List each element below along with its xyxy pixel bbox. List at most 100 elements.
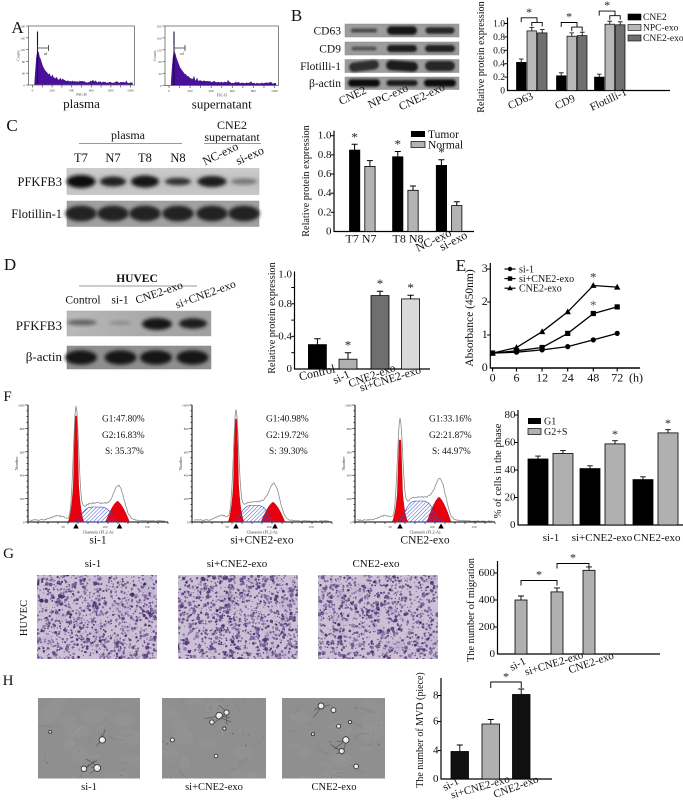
svg-text:0: 0 [23,521,25,525]
svg-text:200: 200 [20,25,25,29]
svg-text:si-1: si-1 [89,535,107,547]
svg-text:PFKFB3: PFKFB3 [16,318,62,333]
svg-text:8: 8 [433,690,439,702]
svg-text:NPC-exo: NPC-exo [643,24,679,34]
svg-text:800: 800 [20,427,25,431]
svg-text:si-1: si-1 [543,532,560,544]
svg-text:si+CNE2-exo: si+CNE2-exo [207,558,268,570]
svg-text:Flotilli-1: Flotilli-1 [300,61,341,73]
svg-text:200: 200 [157,25,162,29]
svg-text:D: D [4,255,16,274]
svg-text:150: 150 [308,525,313,529]
svg-text:Tumor: Tumor [428,129,459,141]
svg-text:200: 200 [188,89,193,93]
svg-text:Counts: Counts [17,50,21,61]
svg-text:20: 20 [505,492,517,504]
svg-text:0: 0 [168,89,170,93]
svg-text:G1:33.16%: G1:33.16% [429,415,472,425]
svg-text:0: 0 [490,648,496,660]
svg-text:2: 2 [482,294,488,308]
svg-text:supernatant: supernatant [204,130,260,144]
svg-text:*: * [612,427,618,441]
svg-text:50: 50 [61,525,65,529]
svg-text:si-1: si-1 [85,558,102,570]
svg-text:0.6: 0.6 [318,168,332,180]
svg-text:80: 80 [22,60,26,64]
svg-text:120: 120 [157,48,162,52]
svg-text:0: 0 [510,519,516,531]
svg-text:0.8: 0.8 [493,33,505,43]
svg-text:600: 600 [20,450,25,454]
svg-text:*: * [665,416,671,430]
svg-text:*: * [503,670,509,684]
svg-text:*: * [536,568,542,582]
svg-text:*: * [345,338,352,353]
svg-text:0: 0 [500,87,505,97]
svg-text:50: 50 [225,525,229,529]
svg-text:HUVEC: HUVEC [116,273,158,285]
svg-text:0.6: 0.6 [493,46,505,56]
svg-text:200: 200 [184,497,189,501]
svg-text:supernatant: supernatant [192,97,252,112]
svg-text:200: 200 [50,89,55,93]
svg-text:CNE2-exo: CNE2-exo [352,558,400,570]
svg-text:*: * [604,0,610,12]
svg-text:CD63: CD63 [506,90,535,112]
svg-text:Relative protein expression: Relative protein expression [476,1,487,112]
svg-text:G2+S: G2+S [544,427,567,438]
svg-text:40: 40 [158,72,162,76]
svg-text:Channels (FL2-A): Channels (FL2-A) [410,530,441,535]
svg-text:160: 160 [157,36,162,40]
svg-text:0: 0 [187,521,189,525]
svg-text:Channels (FL2-A): Channels (FL2-A) [247,530,278,535]
svg-text:plasma: plasma [63,96,100,111]
svg-text:G1: G1 [544,417,556,428]
svg-text:0.8: 0.8 [278,298,292,310]
svg-text:200: 200 [347,497,352,501]
svg-text:160: 160 [20,36,25,40]
svg-text:si+CNE2-exo: si+CNE2-exo [572,532,633,544]
svg-text:CNE2-exo: CNE2-exo [400,535,449,547]
svg-text:G: G [3,546,14,562]
svg-text:*: * [438,145,445,160]
svg-text:N7: N7 [105,151,120,165]
svg-text:1.0: 1.0 [493,20,505,30]
svg-text:PFKFB3: PFKFB3 [18,175,62,189]
svg-text:CNE2-exo: CNE2-exo [643,34,683,44]
svg-text:0: 0 [433,773,439,785]
svg-text:800: 800 [347,427,352,431]
svg-text:si-1: si-1 [81,782,97,793]
svg-text:Flotillin-1: Flotillin-1 [11,207,62,221]
svg-text:Number: Number [178,456,183,470]
svg-text:*: * [570,551,576,565]
svg-text:6: 6 [433,716,439,728]
svg-text:12: 12 [536,371,548,385]
svg-text:S: 39.30%: S: 39.30% [269,447,308,457]
svg-text:100: 100 [266,525,271,529]
svg-text:(h): (h) [629,371,643,385]
svg-text:80: 80 [505,409,517,421]
svg-text:0.4: 0.4 [278,330,292,342]
svg-text:1000: 1000 [182,404,189,408]
svg-text:Control: Control [298,361,338,383]
svg-text:*: * [590,270,597,285]
svg-text:CD9: CD9 [553,92,577,112]
svg-text:G2:16.83%: G2:16.83% [102,431,145,441]
svg-text:ul: ul [44,51,48,56]
svg-text:600: 600 [347,450,352,454]
svg-text:FSC-H: FSC-H [217,94,228,98]
svg-text:1.0: 1.0 [318,130,332,142]
svg-text:120: 120 [20,48,25,52]
svg-text:Number: Number [14,456,19,470]
svg-text:Number: Number [341,456,346,470]
svg-text:1.0: 1.0 [278,269,292,281]
svg-text:0.4: 0.4 [318,187,332,199]
svg-text:0: 0 [350,521,352,525]
svg-text:40: 40 [22,72,26,76]
svg-text:si+CNE2-exo: si+CNE2-exo [230,535,294,547]
svg-text:0: 0 [287,363,293,375]
svg-text:T8: T8 [138,151,152,165]
svg-text:C: C [6,116,17,135]
svg-text:0: 0 [326,226,332,238]
svg-text:40: 40 [505,464,517,476]
